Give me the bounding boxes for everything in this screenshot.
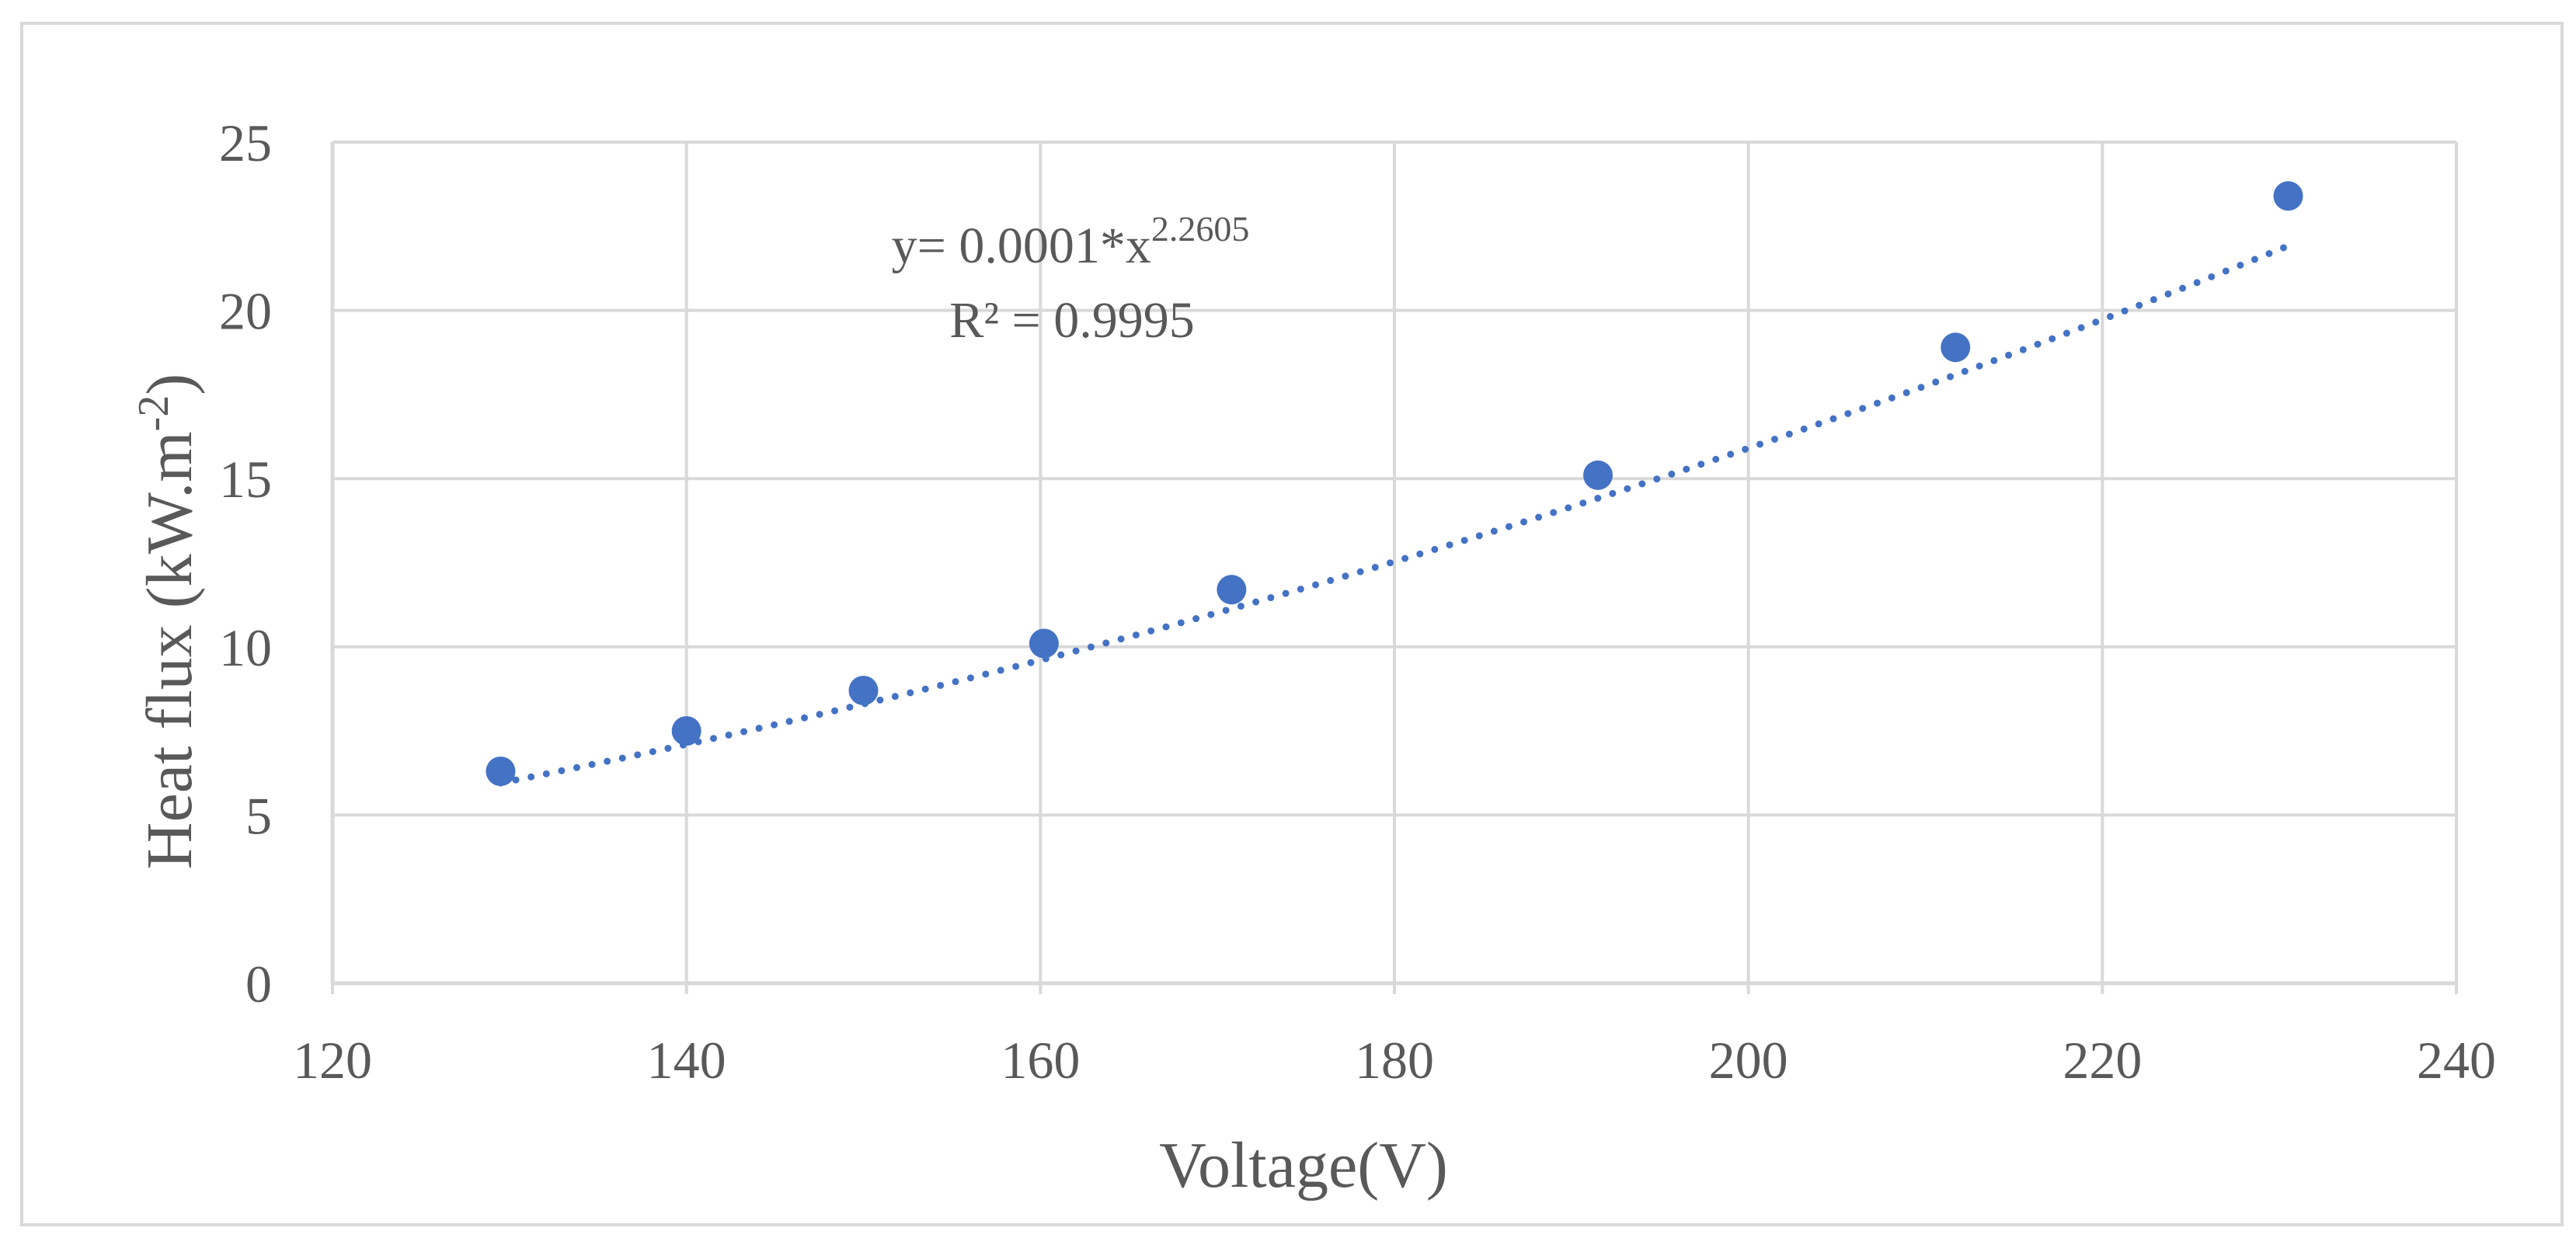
y-axis-title: Heat flux (kW.m-2) (130, 374, 206, 869)
data-point (1941, 332, 1971, 363)
axes (330, 142, 2458, 994)
data-point (1029, 628, 1059, 659)
y-tick-label: 10 (219, 618, 272, 677)
tick-labels: 0 5 10 15 20 25 120 140 160 180 200 220 240 (219, 113, 2496, 1090)
x-tick-label: 120 (293, 1031, 372, 1090)
x-tick-label: 240 (2417, 1031, 2496, 1090)
r-squared-label: R² = 0.9995 (949, 292, 1195, 349)
y-tick-label: 15 (219, 450, 272, 509)
data-point (1217, 575, 1247, 605)
y-tick-label: 5 (245, 786, 272, 845)
grid-lines (332, 141, 2458, 983)
x-axis-title: Voltage(V) (1159, 1129, 1448, 1202)
y-tick-label: 25 (219, 113, 272, 172)
data-points (486, 181, 2303, 787)
x-tick-label: 180 (1355, 1031, 1434, 1090)
chart-border (20, 22, 2564, 1226)
data-point (1583, 460, 1613, 490)
y-tick-label: 20 (219, 282, 272, 341)
x-tick-label: 220 (2063, 1031, 2142, 1090)
data-point (2273, 181, 2303, 211)
data-point (671, 716, 701, 746)
data-point (848, 676, 879, 706)
x-tick-label: 200 (1709, 1031, 1788, 1090)
data-point (486, 756, 516, 787)
y-tick-label: 0 (245, 955, 272, 1014)
x-tick-label: 160 (1001, 1031, 1080, 1090)
trendline-equation: y= 0.0001*x2.2605 (892, 209, 1250, 274)
x-tick-label: 140 (647, 1031, 726, 1090)
